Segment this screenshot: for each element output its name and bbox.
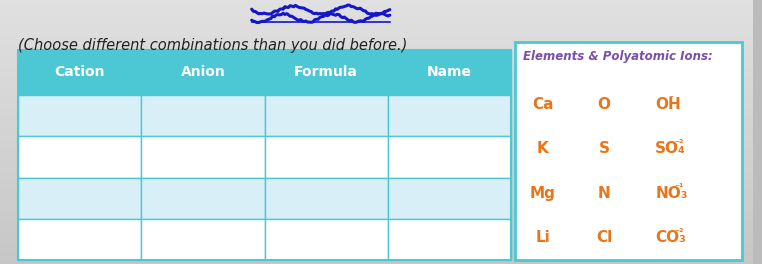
- Text: ⁻²: ⁻²: [674, 228, 684, 238]
- Bar: [18, 177, 141, 219]
- Bar: [18, 50, 511, 260]
- Bar: [264, 95, 388, 136]
- Text: O: O: [597, 97, 610, 112]
- Bar: [388, 219, 511, 260]
- Text: ⁻²: ⁻²: [674, 139, 684, 149]
- Bar: [264, 136, 388, 177]
- Text: Cation: Cation: [54, 65, 104, 79]
- Text: OH: OH: [655, 97, 681, 112]
- Bar: [141, 95, 264, 136]
- Text: ⁻: ⁻: [668, 94, 674, 104]
- Text: (Choose different combinations than you did before.): (Choose different combinations than you …: [18, 38, 407, 53]
- Bar: [388, 177, 511, 219]
- Text: N: N: [597, 186, 610, 201]
- Text: S: S: [598, 141, 610, 156]
- Text: NO₃: NO₃: [655, 186, 688, 201]
- Bar: [18, 50, 141, 95]
- Text: K: K: [537, 141, 549, 156]
- Text: SO₄: SO₄: [655, 141, 686, 156]
- Bar: [515, 42, 742, 260]
- Text: Ca: Ca: [532, 97, 553, 112]
- Bar: [141, 177, 264, 219]
- Bar: [264, 177, 388, 219]
- Text: Mg: Mg: [530, 186, 555, 201]
- Text: Anion: Anion: [181, 65, 226, 79]
- Bar: [18, 136, 141, 177]
- Text: Cl: Cl: [596, 230, 612, 245]
- Text: Formula: Formula: [294, 65, 358, 79]
- Bar: [388, 136, 511, 177]
- Bar: [141, 219, 264, 260]
- Bar: [264, 50, 388, 95]
- Bar: [388, 95, 511, 136]
- Bar: [18, 95, 141, 136]
- Text: CO₃: CO₃: [655, 230, 687, 245]
- Text: Name: Name: [427, 65, 472, 79]
- Bar: [264, 219, 388, 260]
- Bar: [388, 50, 511, 95]
- Bar: [18, 219, 141, 260]
- Text: Elements & Polyatomic Ions:: Elements & Polyatomic Ions:: [523, 50, 712, 63]
- Bar: [141, 50, 264, 95]
- Bar: [141, 136, 264, 177]
- Text: ⁻¹: ⁻¹: [674, 183, 684, 193]
- Text: Li: Li: [536, 230, 550, 245]
